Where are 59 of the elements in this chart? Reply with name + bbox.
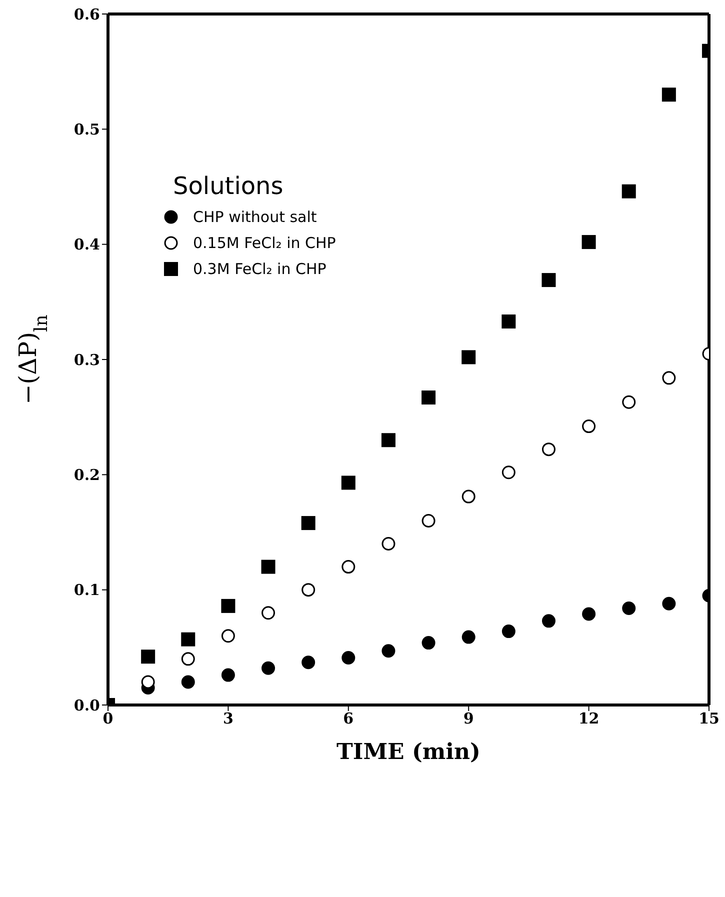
- x-axis-title: TIME (min): [336, 739, 480, 765]
- point: [502, 624, 516, 638]
- point: [262, 606, 276, 620]
- point: [221, 598, 236, 613]
- point: [221, 629, 235, 643]
- x-tick-label: 9: [463, 710, 474, 728]
- y-tick-label: 0.0: [74, 696, 100, 714]
- point: [582, 235, 596, 250]
- point: [422, 390, 436, 405]
- x-tick-label: 0: [102, 710, 114, 728]
- point: [502, 466, 516, 480]
- point: [181, 632, 196, 646]
- x-tick-label: 15: [698, 710, 720, 728]
- legend-label: 0.15M FeCl₂ in CHP: [193, 234, 336, 252]
- point: [422, 514, 436, 528]
- x-tick-label: 6: [343, 710, 354, 728]
- point: [622, 184, 636, 198]
- point: [382, 644, 396, 658]
- point: [302, 656, 316, 670]
- point: [462, 490, 476, 504]
- point: [502, 314, 516, 328]
- point: [462, 630, 476, 644]
- point: [381, 433, 396, 448]
- point: [382, 537, 396, 551]
- y-tick-label: 0.6: [74, 5, 100, 24]
- point: [342, 651, 356, 665]
- point: [422, 636, 436, 650]
- point: [141, 650, 156, 664]
- legend-label: CHP without salt: [193, 208, 317, 226]
- point: [342, 560, 356, 574]
- point: [582, 420, 596, 434]
- x-tick-label: 3: [222, 710, 234, 728]
- point: [542, 442, 556, 456]
- point: [542, 614, 556, 628]
- point: [622, 395, 636, 409]
- point: [302, 583, 316, 597]
- legend-title: Solutions: [173, 172, 284, 200]
- point: [262, 661, 276, 675]
- point: [301, 516, 316, 530]
- point: [221, 668, 235, 682]
- y-tick-label: 0.2: [74, 466, 100, 484]
- y-tick-label: 0.4: [74, 236, 100, 254]
- point: [181, 652, 195, 666]
- x-tick-label: 12: [578, 710, 600, 728]
- point: [462, 350, 476, 364]
- legend-label: 0.3M FeCl₂ in CHP: [193, 260, 326, 278]
- point: [261, 560, 276, 574]
- point: [662, 596, 676, 610]
- y-tick-label: 0.1: [74, 581, 100, 600]
- y-tick-label: 0.3: [74, 350, 100, 369]
- point: [341, 476, 356, 490]
- point: [662, 371, 676, 385]
- point: [662, 88, 676, 102]
- point: [141, 675, 155, 689]
- point: [622, 602, 636, 616]
- y-tick-label: 0.5: [74, 120, 100, 138]
- point: [582, 607, 596, 621]
- point: [542, 273, 556, 288]
- point: [181, 675, 195, 689]
